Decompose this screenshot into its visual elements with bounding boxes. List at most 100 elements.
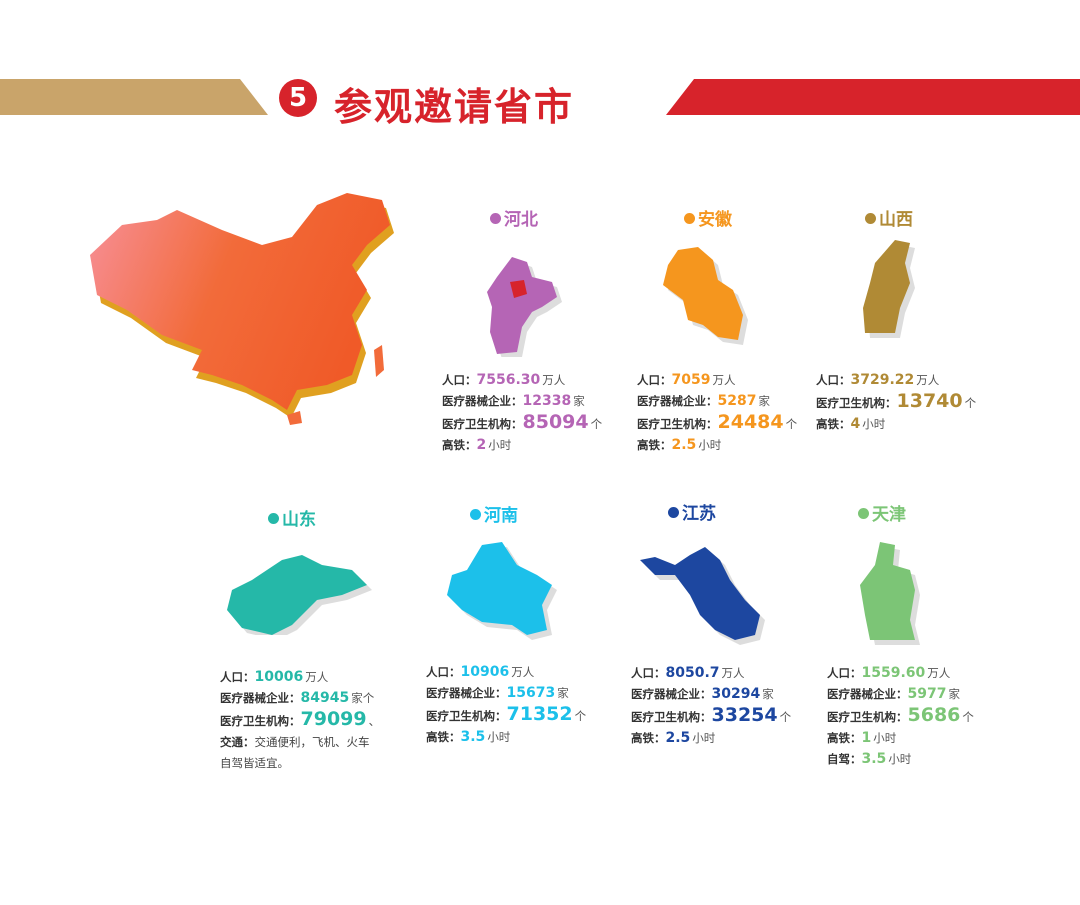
info-label: 高铁：	[442, 438, 477, 452]
province-map-icon	[447, 542, 557, 640]
info-row: 医疗卫生机构：13740 个	[816, 391, 976, 414]
info-unit: 个	[962, 710, 974, 724]
info-row: 医疗器械企业：15673 家	[426, 683, 586, 704]
info-row: 医疗卫生机构：33254 个	[631, 705, 791, 728]
info-label: 人口：	[442, 373, 477, 387]
info-label: 医疗卫生机构：	[442, 417, 523, 431]
info-label: 人口：	[637, 373, 672, 387]
info-unit: 家	[557, 686, 569, 700]
info-row: 医疗卫生机构：5686 个	[827, 705, 974, 728]
info-text: 自驾皆适宜。	[220, 756, 289, 770]
info-label: 交通：	[220, 735, 255, 749]
info-label: 自驾：	[827, 752, 862, 766]
info-row: 自驾：3.5 小时	[827, 749, 974, 770]
info-unit: 家	[573, 394, 585, 408]
info-value: 24484	[717, 411, 784, 433]
province-info: 人口：10906 万人 医疗器械企业：15673 家医疗卫生机构：71352 个高铁：3…	[426, 662, 586, 748]
info-label: 医疗卫生机构：	[220, 714, 301, 728]
info-value: 5287	[717, 393, 757, 409]
info-row: 高铁：4 小时	[816, 414, 976, 435]
province-title: 河南	[470, 501, 518, 526]
info-unit: 万人	[927, 666, 951, 680]
info-label: 医疗器械企业：	[637, 394, 718, 408]
section-title: 参观邀请省市	[334, 85, 575, 129]
info-unit: 万人	[542, 373, 566, 387]
info-row: 医疗器械企业：84945 家个	[220, 688, 380, 709]
province-info: 人口：3729.22 万人 医疗卫生机构：13740 个高铁：4 小时	[816, 370, 976, 435]
info-value: 10906	[460, 664, 510, 680]
section-number-badge: 5	[279, 79, 317, 117]
province-title: 山西	[865, 205, 913, 230]
province-name: 江苏	[682, 504, 716, 524]
info-label: 高铁：	[816, 417, 851, 431]
info-label: 医疗器械企业：	[442, 394, 523, 408]
info-unit: 小时	[488, 438, 512, 452]
info-label: 高铁：	[631, 731, 666, 745]
info-value: 13740	[896, 390, 963, 412]
info-unit: 万人	[721, 666, 745, 680]
info-label: 医疗卫生机构：	[816, 396, 897, 410]
info-label: 医疗卫生机构：	[637, 417, 718, 431]
info-unit: 家	[948, 687, 960, 701]
info-label: 医疗器械企业：	[827, 687, 908, 701]
info-unit: 小时	[698, 438, 722, 452]
province-title: 河北	[490, 205, 538, 230]
info-value: 1	[861, 730, 872, 746]
info-unit: 个	[785, 417, 798, 431]
info-unit: 小时	[888, 752, 912, 766]
province-name: 河北	[504, 210, 538, 230]
info-value: 84945	[300, 690, 350, 706]
info-value: 8050.7	[665, 665, 720, 681]
info-label: 人口：	[827, 666, 862, 680]
info-value: 2.5	[665, 730, 691, 746]
province-info: 人口：7059 万人 医疗器械企业：5287 家医疗卫生机构：24484 个高铁：2.5…	[637, 370, 797, 456]
info-row: 医疗卫生机构：71352 个	[426, 704, 586, 727]
info-value: 1559.60	[861, 665, 926, 681]
info-value: 79099	[300, 708, 367, 730]
info-label: 医疗卫生机构：	[631, 710, 712, 724]
info-row: 人口：1559.60 万人	[827, 663, 974, 684]
province-name: 山西	[879, 210, 913, 230]
info-unit: 万人	[712, 373, 736, 387]
bullet-dot-icon	[668, 507, 679, 518]
info-value: 3.5	[460, 729, 486, 745]
info-row: 人口：7059 万人	[637, 370, 797, 391]
province-map-icon	[863, 240, 915, 338]
info-label: 人口：	[220, 670, 255, 684]
province-shape	[860, 542, 915, 640]
province-info: 人口：10006 万人 医疗器械企业：84945 家个 医疗卫生机构：79099、交通：…	[220, 667, 380, 774]
header-red-band	[666, 79, 1080, 115]
info-label: 人口：	[426, 665, 461, 679]
info-value: 33254	[711, 704, 778, 726]
info-unit: 家个	[351, 691, 375, 705]
info-unit: 个	[590, 417, 603, 431]
info-label: 人口：	[631, 666, 666, 680]
info-value: 3729.22	[850, 372, 915, 388]
info-unit: 小时	[487, 730, 511, 744]
info-value: 15673	[506, 685, 556, 701]
info-value: 3.5	[861, 751, 887, 767]
bullet-dot-icon	[470, 509, 481, 520]
beijing-shape	[510, 280, 527, 298]
info-row: 医疗器械企业：5287 家	[637, 391, 797, 412]
info-unit: 个	[964, 396, 977, 410]
province-map-icon	[663, 247, 748, 345]
province-name: 安徽	[698, 210, 732, 230]
province-map-icon	[640, 547, 765, 645]
info-unit: 个	[574, 709, 587, 723]
info-unit: 家	[758, 394, 770, 408]
info-row: 交通：交通便利，飞机、火车	[220, 732, 380, 753]
province-shape	[663, 247, 743, 340]
province-map-icon	[227, 555, 372, 635]
info-row: 人口：10006 万人	[220, 667, 380, 688]
info-unit: 小时	[692, 731, 716, 745]
bullet-dot-icon	[490, 213, 501, 224]
info-value: 4	[850, 416, 861, 432]
province-name: 河南	[484, 506, 518, 526]
info-label: 人口：	[816, 373, 851, 387]
info-row: 医疗器械企业：30294 家	[631, 684, 791, 705]
province-info: 人口：8050.7 万人医疗器械企业：30294 家医疗卫生机构：33254 个高铁：…	[631, 663, 791, 749]
bullet-dot-icon	[858, 508, 869, 519]
info-value: 7059	[671, 372, 711, 388]
info-row: 人口：3729.22 万人	[816, 370, 976, 391]
